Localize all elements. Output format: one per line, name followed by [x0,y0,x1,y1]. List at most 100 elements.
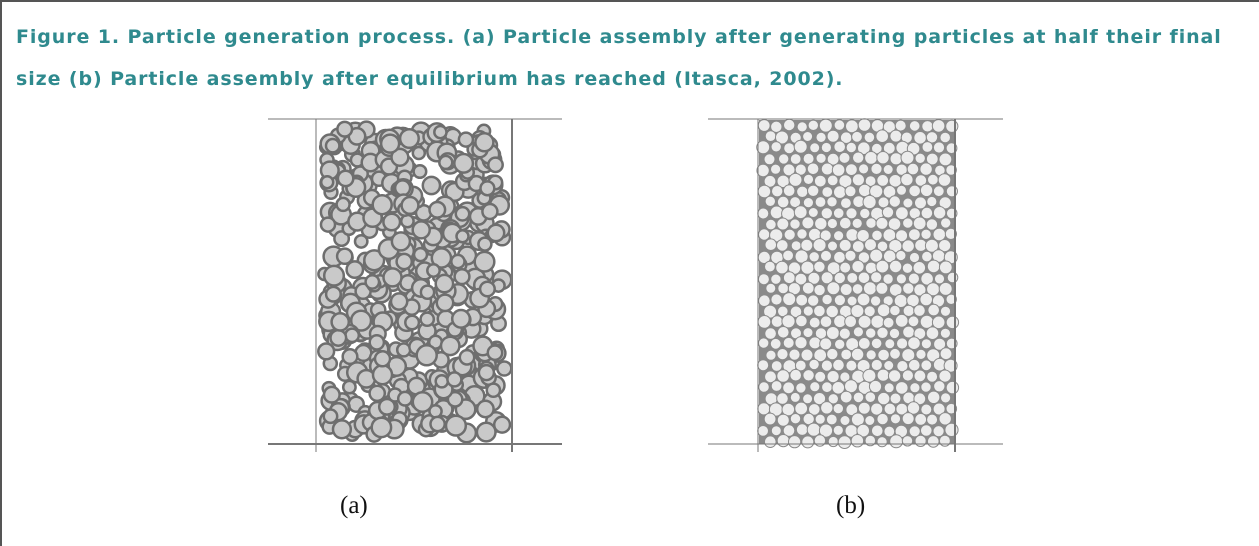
particle [902,217,914,229]
particle [925,326,940,341]
particle [802,305,814,317]
particle [940,392,952,404]
particle [884,338,896,350]
particle [927,303,941,317]
particle [335,247,354,266]
particle [390,231,412,252]
particle [435,293,455,313]
particle [486,344,504,362]
particle [826,347,839,361]
particle [330,312,351,332]
particle [496,360,513,377]
particle [809,381,821,393]
particle [844,249,857,262]
particle [857,337,871,350]
particle [813,283,826,297]
particle [329,328,348,347]
particle [763,153,776,166]
particle [896,337,909,350]
particle [764,195,776,208]
particle [925,218,939,231]
particle [863,305,876,318]
particle [353,233,369,249]
particle [920,403,933,416]
particle [945,119,959,133]
particle [913,369,927,383]
particle [801,281,815,295]
particle [875,281,889,295]
particle [877,348,890,362]
particle [925,152,939,166]
particle [319,174,335,190]
particle [883,402,897,416]
particle [370,416,393,439]
particle [802,412,815,426]
particle [908,228,921,242]
particle [349,309,373,332]
particle [857,401,871,415]
particle [794,272,808,286]
particle [939,347,953,361]
particle [821,381,833,394]
particle [783,118,796,132]
particle [927,173,939,186]
particle [782,271,796,285]
particle [777,305,789,318]
particle [802,131,814,142]
particle [450,308,472,329]
particle [373,350,392,368]
particle [901,369,915,382]
particle [902,282,915,295]
particle [770,360,783,372]
particle [820,162,834,176]
particle [438,154,454,171]
particle [870,358,883,372]
particle [889,304,901,317]
particle [764,130,777,143]
particle [932,206,947,220]
particle [790,240,802,252]
particle [757,315,772,329]
particle [933,380,946,393]
particle [776,369,790,383]
particle [788,172,803,187]
particle [453,267,471,286]
particle [444,414,468,437]
particle [931,315,946,330]
particle [908,251,921,264]
particle [775,130,789,145]
particle [863,131,876,144]
particle [919,314,934,329]
particle [857,118,872,132]
particle [901,262,914,274]
particle [927,435,940,448]
particle [912,216,927,231]
particle [888,259,903,274]
particle [875,216,889,230]
figure-caption: Figure 1. Particle generation process. (… [16,26,1222,90]
particle [865,327,877,339]
particle [770,425,782,437]
particle [889,392,902,405]
particle [371,193,393,216]
particle [895,206,909,221]
particle [769,205,784,220]
particle [944,227,958,240]
particle [487,156,504,174]
particle [492,415,512,434]
particle [839,415,851,426]
particle [411,220,431,240]
particle [851,173,866,187]
particle [832,358,845,372]
particle [758,381,770,393]
particle [845,119,859,134]
particle [945,164,957,176]
particle [389,292,409,311]
particle [364,273,381,290]
particle [770,315,784,328]
particle [794,359,807,372]
particle [889,434,904,449]
particle [756,140,771,155]
particle [434,273,455,294]
particle [850,434,865,448]
